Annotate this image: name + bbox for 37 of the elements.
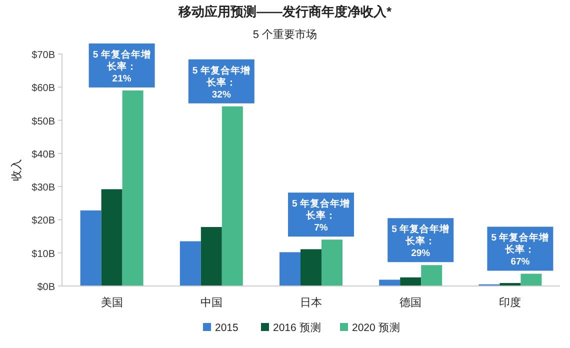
bar [80, 210, 102, 286]
x-tick-label: 德国 [400, 297, 422, 309]
bar [379, 280, 400, 286]
annotation: 5 年复合年增长率：67% [487, 226, 554, 271]
x-tick-label: 日本 [300, 296, 322, 309]
x-tick-label: 印度 [499, 296, 522, 309]
y-tick-label: $30B [32, 182, 56, 194]
annotation: 5 年复合年增长率：21% [88, 43, 155, 88]
legend-label: 2015 [215, 322, 239, 334]
y-tick-label: $20B [32, 216, 56, 227]
y-tick-label: $50B [32, 116, 56, 128]
bar [101, 189, 122, 286]
y-tick-label: $40B [32, 149, 56, 160]
annotation: 5 年复合年增长率：29% [388, 218, 454, 262]
x-tick-label: 中国 [200, 296, 222, 309]
annotation: 5 年复合年增长率：32% [188, 59, 254, 104]
y-tick-label: $0B [37, 282, 56, 293]
legend-label: 2016 预测 [273, 322, 322, 334]
bar [180, 241, 201, 286]
bar [400, 277, 422, 286]
y-tick-label: $70B [32, 50, 56, 61]
y-tick-label: $10B [32, 248, 56, 260]
x-tick-label: 美国 [100, 296, 123, 309]
bar [520, 274, 542, 286]
chart-title: 移动应用预测——发行商年度净收入* [177, 4, 392, 19]
legend-label: 2020 预测 [352, 322, 400, 334]
bar [421, 265, 442, 286]
bar [322, 240, 342, 286]
bar [300, 249, 322, 286]
bar [222, 106, 243, 286]
bar [280, 252, 300, 286]
y-tick-label: $60B [32, 83, 56, 94]
annotation: 5 年复合年增长率：7% [288, 192, 354, 237]
chart-subtitle: 5 个重要市场 [252, 28, 318, 41]
bar [200, 227, 222, 286]
y-axis-title: 收入 [10, 159, 23, 181]
bar [122, 90, 144, 286]
